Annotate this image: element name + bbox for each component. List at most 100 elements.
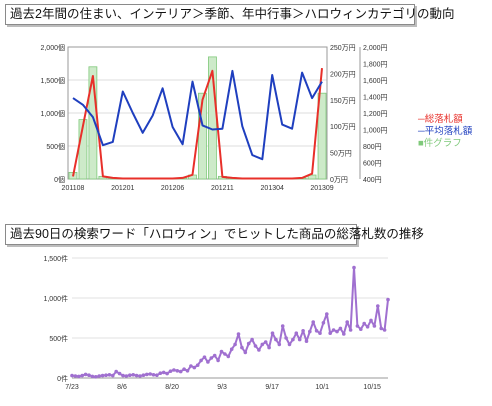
chart2-data-point — [97, 374, 101, 378]
chart1-left-tick-label: 2,000個 — [40, 43, 65, 52]
chart1-average-amount-line — [72, 69, 323, 161]
chart1-left-tick-label: 1,500個 — [40, 76, 65, 85]
chart2-data-point — [155, 373, 159, 377]
legend-average-amount: ─平均落札額 — [418, 126, 473, 137]
chart2-data-point — [352, 265, 356, 270]
chart2-data-point — [165, 371, 169, 376]
chart2-data-point — [128, 373, 132, 377]
chart2-data-point — [73, 374, 78, 378]
chart2-data-point — [226, 354, 231, 359]
chart2-data-point — [111, 373, 115, 378]
chart2-data-point — [151, 373, 156, 377]
chart2-data-point — [274, 337, 278, 342]
chart2-data-point — [202, 355, 207, 359]
chart1-x-tick-label: 201108 — [62, 185, 85, 192]
chart2-data-point — [219, 349, 224, 354]
chart2-y-tick-label: 500件 — [49, 334, 68, 343]
chart1-right1-tick-label: 150万円 — [330, 97, 356, 105]
chart1-right2-tick-label: 1,200円 — [363, 110, 388, 118]
chart1-total-amount-line — [72, 68, 323, 180]
chart2-data-point — [178, 369, 183, 374]
chart2-data-point — [342, 332, 346, 336]
chart1-left-tick-label: 0個 — [54, 175, 65, 184]
chart2-data-point — [185, 369, 190, 373]
chart2-data-point — [331, 328, 336, 332]
chart2-data-point — [80, 373, 84, 378]
chart2-data-point — [263, 340, 268, 344]
chart2-data-point — [267, 345, 271, 350]
chart2-data-point — [328, 331, 333, 335]
chart1-right2-tick-label: 800円 — [363, 143, 382, 151]
chart2-y-tick-label: 0件 — [57, 374, 68, 383]
chart1-frame — [67, 46, 361, 180]
chart2-data-point — [294, 331, 299, 335]
chart1-right1-tick-label: 0万円 — [330, 176, 348, 184]
chart2-data-point — [121, 373, 125, 378]
chart2-data-point — [161, 370, 166, 375]
chart2-data-point — [280, 324, 285, 328]
chart2-data-point — [117, 371, 122, 376]
chart2-data-point — [124, 374, 129, 378]
chart2-x-tick-label: 10/15 — [363, 384, 381, 391]
legend-count-bars: ■件グラフ — [418, 138, 462, 149]
chart2-data-point — [209, 356, 214, 360]
chart2-data-point — [216, 358, 220, 363]
chart2-data-point — [246, 341, 251, 346]
chart1-x-tick-label: 201201 — [111, 185, 134, 192]
chart2-data-point — [138, 374, 142, 378]
chart1-right2-tick-label: 1,600円 — [363, 77, 388, 85]
chart2-data-point — [304, 339, 309, 343]
chart1-right2-tick-label: 2,000円 — [363, 44, 388, 52]
chart2-data-point — [236, 332, 241, 336]
chart1-right2-tick-label: 1,400円 — [363, 94, 388, 102]
chart2-data-point — [308, 329, 312, 334]
chart2-data-point — [250, 337, 254, 342]
chart1-right2-tick-label: 600円 — [363, 160, 382, 168]
chart2-data-point — [386, 297, 390, 302]
chart2-data-point — [297, 337, 302, 342]
chart1-x-tick-label: 201304 — [261, 185, 284, 192]
chart2-data-point — [206, 360, 210, 364]
chart2-data-point — [301, 329, 305, 333]
chart2-data-point — [114, 369, 118, 374]
chart2-data-point — [192, 365, 197, 370]
chart2-data-point — [284, 336, 288, 340]
chart2-data-point — [345, 320, 350, 324]
chart1-x-tick-label: 201309 — [310, 185, 333, 192]
chart2-data-point — [87, 373, 91, 377]
chart1-right2-tick-label: 400円 — [363, 176, 382, 184]
chart2-data-point — [182, 367, 186, 371]
chart2-data-point — [362, 321, 367, 326]
chart1-plot-border — [67, 46, 328, 180]
chart2-data-point — [318, 331, 322, 335]
chart2-x-tick-label: 9/17 — [265, 384, 279, 391]
chart2-data-point — [243, 350, 248, 355]
chart2-data-point — [212, 353, 217, 358]
chart2-data-point — [257, 348, 261, 352]
chart1-left-tick-label: 500個 — [46, 142, 65, 151]
chart2-title: 過去90日の検索ワード「ハロウィン」でヒットした商品の総落札数の推移 — [5, 224, 424, 245]
chart2-x-tick-label: 9/3 — [217, 384, 227, 391]
chart2-data-point — [260, 342, 265, 347]
chart2-data-point — [359, 327, 363, 331]
chart2-x-tick-label: 10/1 — [315, 384, 329, 391]
chart2-data-point — [240, 345, 244, 350]
chart2-x-tick-label: 8/20 — [165, 384, 179, 391]
chart2-axis-labels: 0件 500件 1,000件 1,500件 7/23 8/6 8/20 9/3 9/17 10/1… — [43, 254, 381, 391]
chart2-frame — [72, 257, 388, 379]
chart2-data-point — [270, 331, 275, 335]
chart2-y-tick-label: 1,500件 — [43, 254, 68, 263]
chart2-data-point — [253, 344, 258, 348]
chart2-data-point — [107, 373, 112, 377]
chart2-data-point — [325, 312, 329, 316]
chart2-x-tick-label: 8/6 — [117, 384, 127, 391]
chart2-data-point — [199, 358, 203, 363]
chart2-data-point — [189, 364, 193, 368]
chart2-data-point — [291, 337, 295, 342]
chart2-svg: 0件 500件 1,000件 1,500件 7/23 8/6 8/20 9/3 9/17 10/1… — [43, 254, 390, 391]
chart2-data-point — [175, 369, 180, 373]
chart2-y-tick-label: 1,000件 — [43, 294, 68, 303]
chart1-x-tick-label: 201206 — [161, 185, 184, 192]
chart2-data-point — [376, 304, 380, 308]
chart1-right2-tick-label: 1,000円 — [363, 127, 388, 135]
